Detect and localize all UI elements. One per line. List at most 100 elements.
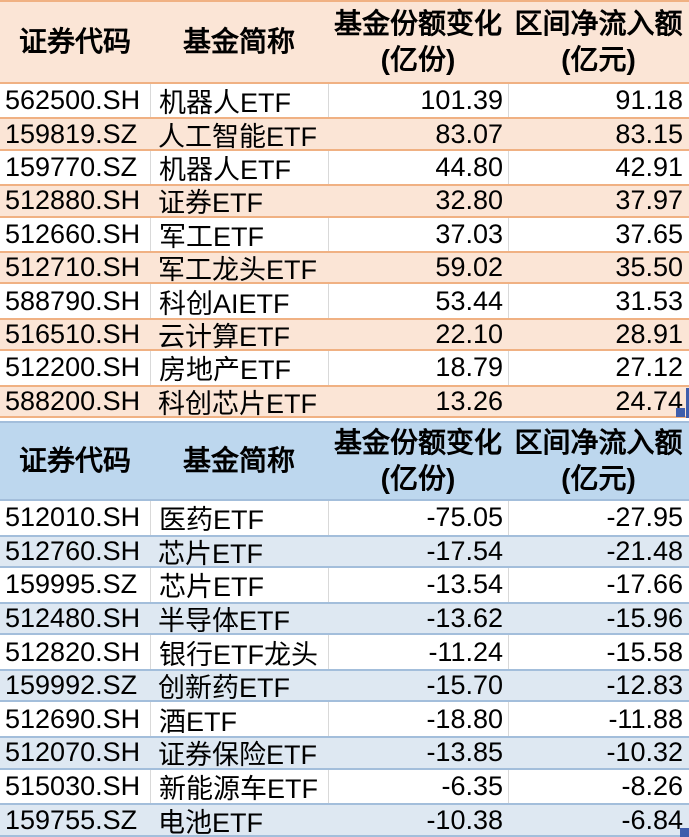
table-row: 159770.SZ 机器人ETF 44.80 42.91 <box>0 150 689 185</box>
net-inflow-cell: -17.66 <box>508 568 689 602</box>
header-net-inflow-line2: (亿元) <box>561 462 636 494</box>
inflow-table-header: 证券代码 基金简称 基金份额变化 (亿份) 区间净流入额 (亿元) <box>0 0 689 84</box>
net-inflow-cell: 24.74 <box>615 386 683 416</box>
share-change-cell: -13.62 <box>426 603 503 633</box>
fund-name-cell: 电池ETF <box>158 807 263 835</box>
net-inflow-cell: -21.48 <box>606 536 683 566</box>
share-change-cell: -13.54 <box>328 568 508 602</box>
fund-code-cell: 588790.SH <box>5 285 141 316</box>
header-share-change: 基金份额变化 (亿份) <box>328 425 508 497</box>
fund-name-cell: 酒ETF <box>150 702 328 737</box>
header-fund-name-label: 基金简称 <box>182 26 295 57</box>
share-change-cell: -18.80 <box>328 702 508 737</box>
fund-code-cell: 512200.SH <box>5 352 141 383</box>
fund-code-cell: 516510.SH <box>5 319 141 349</box>
table-row: 588790.SH 科创AIETF 53.44 31.53 <box>0 284 689 318</box>
fund-code-cell: 512070.SH <box>5 738 141 768</box>
header-code: 证券代码 <box>0 443 150 479</box>
table-row: 159992.SZ 创新药ETF -15.70 -12.83 <box>0 668 689 703</box>
net-inflow-cell: -15.96 <box>606 603 683 633</box>
table-row: 562500.SH 机器人ETF 101.39 91.18 <box>0 84 689 118</box>
net-inflow-cell: 31.53 <box>508 284 689 318</box>
share-change-cell: 37.03 <box>328 217 508 251</box>
net-inflow-cell: 83.15 <box>615 119 683 149</box>
fund-code-cell: 512690.SH <box>5 703 141 734</box>
net-inflow-cell: -15.58 <box>508 635 689 669</box>
table-row: 516510.SH 云计算ETF 22.10 28.91 <box>0 317 689 352</box>
outflow-table-body: 512010.SH 医药ETF -75.05 -27.95 512760.SH … <box>0 500 689 837</box>
share-change-cell: -11.24 <box>328 635 508 669</box>
fund-name-cell: 证券保险ETF <box>158 740 317 768</box>
fund-code-cell: 512480.SH <box>5 603 141 633</box>
share-change-cell: 18.79 <box>328 351 508 385</box>
fund-code-cell: 512710.SH <box>5 252 141 283</box>
fund-name-cell: 军工ETF <box>150 217 328 251</box>
net-inflow-cell: -8.26 <box>508 769 689 804</box>
table-row: 512200.SH 房地产ETF 18.79 27.12 <box>0 351 689 385</box>
header-net-inflow: 区间净流入额 (亿元) <box>508 425 689 497</box>
fund-code-cell: 512880.SH <box>5 186 141 216</box>
header-fund-name: 基金简称 <box>150 24 328 60</box>
net-inflow-cell: 37.97 <box>615 186 683 216</box>
header-share-change-line2: (亿份) <box>380 44 456 75</box>
outflow-table-header: 证券代码 基金简称 基金份额变化 (亿份) 区间净流入额 (亿元) <box>0 420 689 501</box>
fund-code-cell: 512010.SH <box>5 502 141 533</box>
table-row: 512710.SH 军工龙头ETF 59.02 35.50 <box>0 250 689 285</box>
share-change-cell: -75.05 <box>328 500 508 535</box>
header-code-label: 证券代码 <box>18 444 131 476</box>
table-row: 512880.SH 证券ETF 32.80 37.97 <box>0 184 689 218</box>
table-row: 159995.SZ 芯片ETF -13.54 -17.66 <box>0 568 689 602</box>
fund-code-cell: 512660.SH <box>5 218 141 249</box>
fund-name-cell: 创新药ETF <box>158 673 290 701</box>
fund-name-cell: 新能源车ETF <box>150 769 328 804</box>
table-row: 512070.SH 证券保险ETF -13.85 -10.32 <box>0 736 689 770</box>
fund-name-cell: 机器人ETF <box>150 150 328 185</box>
fund-name-cell: 医药ETF <box>150 500 328 535</box>
net-inflow-cell: -11.88 <box>508 702 689 737</box>
net-inflow-cell: -10.32 <box>606 738 683 768</box>
table-row: 512820.SH 银行ETF龙头 -11.24 -15.58 <box>0 635 689 669</box>
fund-name-cell: 银行ETF龙头 <box>150 635 328 669</box>
header-net-inflow: 区间净流入额 (亿元) <box>508 6 689 78</box>
share-change-cell: 59.02 <box>435 252 503 283</box>
inflow-table: 证券代码 基金简称 基金份额变化 (亿份) 区间净流入额 (亿元) 562500… <box>0 0 689 418</box>
fund-name-cell: 芯片ETF <box>158 538 263 567</box>
net-inflow-cell: 27.12 <box>508 351 689 385</box>
fund-name-cell: 芯片ETF <box>150 568 328 602</box>
header-net-inflow-line1: 区间净流入额 <box>514 8 683 39</box>
header-net-inflow-line1: 区间净流入额 <box>514 426 683 458</box>
fund-name-cell: 房地产ETF <box>150 351 328 385</box>
fund-name-cell: 人工智能ETF <box>158 121 317 149</box>
header-net-inflow-line2: (亿元) <box>561 44 636 75</box>
table-row: 159819.SZ 人工智能ETF 83.07 83.15 <box>0 117 689 151</box>
net-inflow-cell: 35.50 <box>615 252 683 283</box>
fund-code-cell: 588200.SH <box>5 386 141 416</box>
table-row: 512760.SH 芯片ETF -17.54 -21.48 <box>0 534 689 569</box>
net-inflow-cell: 37.65 <box>508 217 689 251</box>
fund-code-cell: 159819.SZ <box>5 119 138 149</box>
net-inflow-cell: -6.84 <box>621 805 683 835</box>
fund-code-cell: 512760.SH <box>5 536 141 566</box>
fund-code-cell: 159992.SZ <box>5 670 138 701</box>
fund-name-cell: 机器人ETF <box>150 84 328 118</box>
fund-code-cell: 159755.SZ <box>5 805 138 835</box>
header-share-change-line1: 基金份额变化 <box>333 8 502 39</box>
selection-fill-handle-top-table[interactable] <box>676 408 685 417</box>
fund-code-cell: 562500.SH <box>5 85 141 116</box>
share-change-cell: -10.38 <box>426 805 503 835</box>
table-row: 588200.SH 科创芯片ETF 13.26 24.74 <box>0 384 689 418</box>
net-inflow-cell: 42.91 <box>508 150 689 185</box>
share-change-cell: 32.80 <box>435 186 503 216</box>
fund-name-cell: 半导体ETF <box>158 605 290 634</box>
selection-fill-handle-bottom-table[interactable] <box>680 828 689 837</box>
header-share-change-line1: 基金份额变化 <box>333 426 502 458</box>
table-row: 512480.SH 半导体ETF -13.62 -15.96 <box>0 601 689 636</box>
net-inflow-cell: 28.91 <box>615 319 683 349</box>
inflow-table-body: 562500.SH 机器人ETF 101.39 91.18 159819.SZ … <box>0 84 689 418</box>
fund-code-cell: 159995.SZ <box>5 569 138 600</box>
share-change-cell: 83.07 <box>435 119 503 149</box>
share-change-cell: 13.26 <box>435 386 503 416</box>
fund-name-cell: 科创AIETF <box>150 284 328 318</box>
header-code: 证券代码 <box>0 24 150 60</box>
